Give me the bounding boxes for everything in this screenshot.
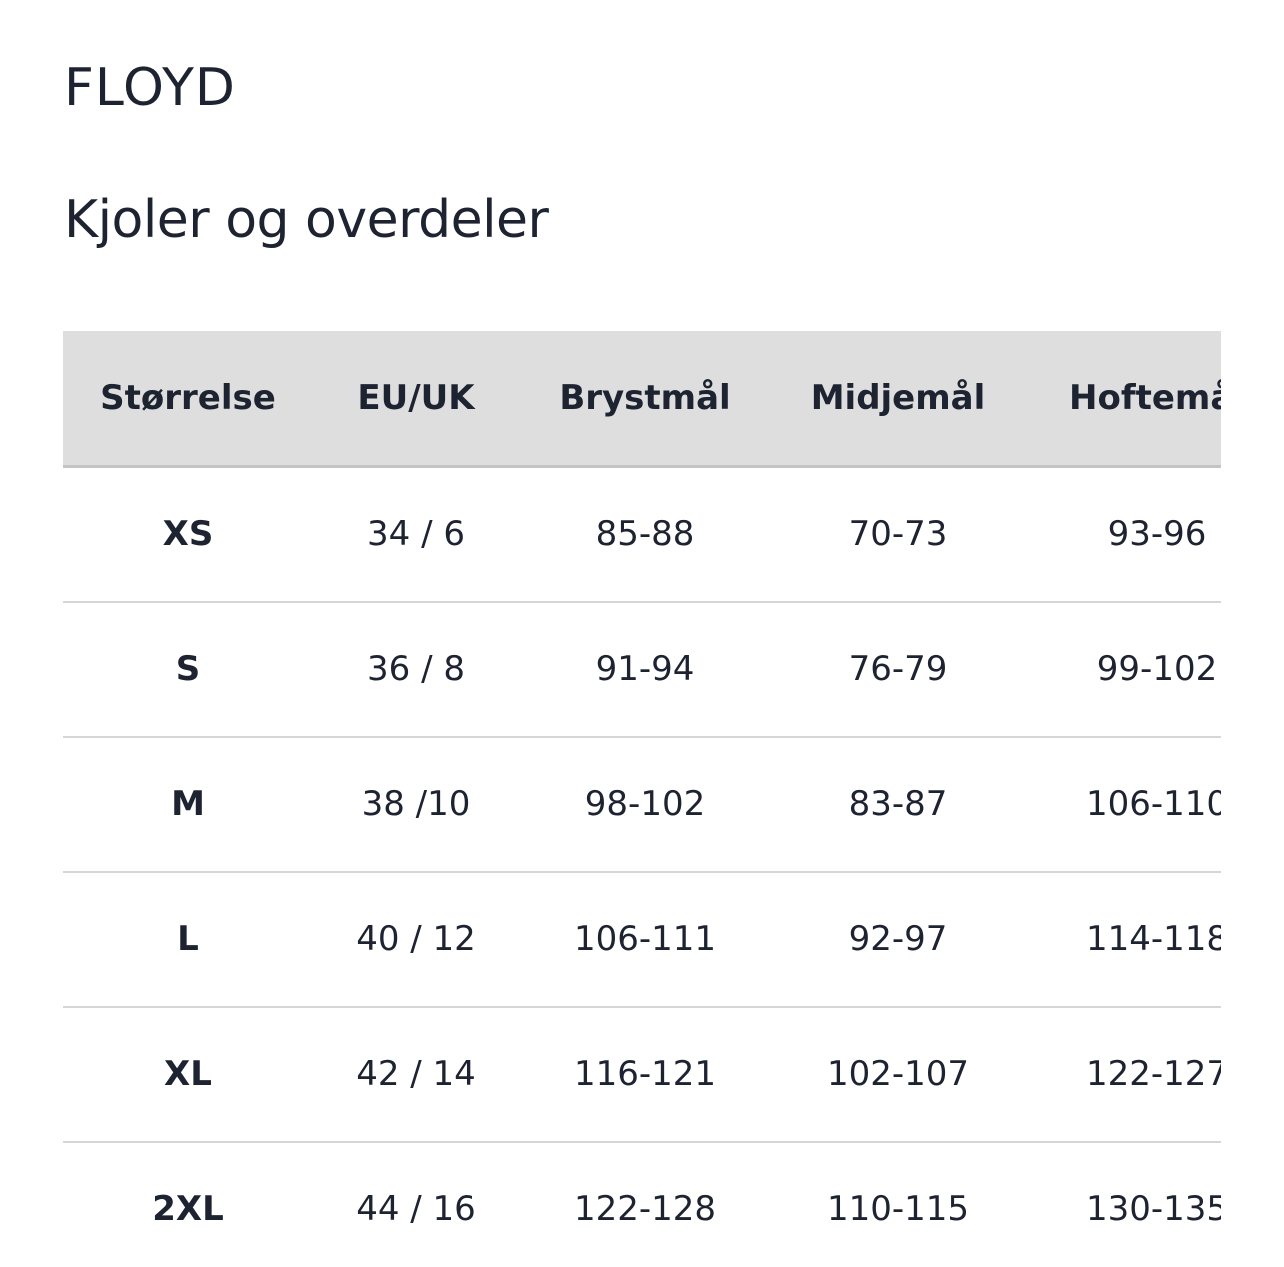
table-cell: 34 / 6 [367, 514, 465, 554]
table-cell: 70-73 [848, 514, 948, 554]
table-cell: 38 /10 [361, 784, 471, 824]
size-label: S [175, 649, 201, 689]
table-header [63, 331, 1221, 468]
table-cell: 42 / 14 [356, 1054, 476, 1094]
size-table: Størrelse EU/UK Brystmål Midjemål Hoftemål XS… [63, 331, 1221, 1267]
table-cell: 106-110 [1085, 784, 1221, 824]
page-title: Kjoler og overdeler [64, 190, 549, 250]
row-divider [63, 871, 1221, 873]
table-cell: 40 / 12 [356, 919, 476, 959]
table-cell: 44 / 16 [356, 1189, 476, 1229]
table-cell: 76-79 [848, 649, 948, 689]
table-cell: 91-94 [595, 649, 695, 689]
table-cell: 116-121 [573, 1054, 717, 1094]
table-cell: 83-87 [848, 784, 948, 824]
table-cell: 114-118 [1085, 919, 1221, 959]
table-cell: 98-102 [584, 784, 706, 824]
column-header: Midjemål [810, 378, 986, 418]
table-cell: 130-135 [1085, 1189, 1221, 1229]
size-label: XS [162, 514, 214, 554]
table-cell: 122-128 [573, 1189, 717, 1229]
column-header: Hoftemål [1069, 378, 1221, 418]
table-cell: 93-96 [1107, 514, 1207, 554]
table-cell: 36 / 8 [367, 649, 465, 689]
column-header: Brystmål [559, 378, 731, 418]
row-divider [63, 736, 1221, 738]
table-cell: 122-127 [1085, 1054, 1221, 1094]
table-cell: 106-111 [573, 919, 717, 959]
size-label: 2XL [152, 1189, 224, 1229]
table-cell: 92-97 [848, 919, 948, 959]
table-cell: 110-115 [826, 1189, 970, 1229]
column-header: EU/UK [357, 378, 475, 418]
size-label: L [177, 919, 199, 959]
size-label: M [171, 784, 205, 824]
row-divider [63, 601, 1221, 603]
row-divider [63, 1006, 1221, 1008]
table-cell: 99-102 [1096, 649, 1218, 689]
table-cell: 102-107 [826, 1054, 970, 1094]
brand: FLOYD [64, 58, 236, 118]
row-divider [63, 1141, 1221, 1143]
table-cell: 85-88 [595, 514, 695, 554]
size-label: XL [164, 1054, 212, 1094]
column-header: Størrelse [100, 378, 276, 418]
